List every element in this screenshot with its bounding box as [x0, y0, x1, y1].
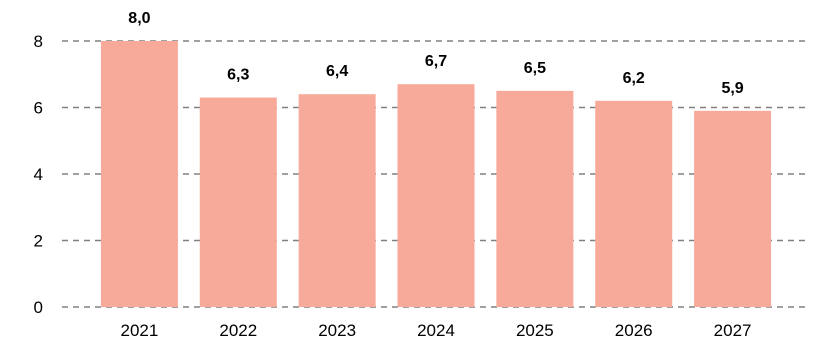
- data-label-2027: 5,9: [721, 80, 743, 97]
- data-label-2021: 8,0: [128, 10, 150, 27]
- x-tick-label-2022: 2022: [219, 321, 257, 340]
- y-tick-label-4: 4: [34, 165, 43, 184]
- bar-2027: [694, 110, 772, 307]
- data-labels: 8,0 6,3 6,4 6,7 6,5 6,2 5,9: [128, 10, 743, 97]
- x-tick-label-2025: 2025: [516, 321, 554, 340]
- y-tick-label-0: 0: [34, 298, 43, 317]
- x-axis-tick-labels: 2021 2022 2023 2024 2025 2026 2027: [121, 321, 752, 340]
- bars: [100, 41, 772, 308]
- bar-2021: [100, 41, 178, 307]
- data-label-2025: 6,5: [524, 60, 546, 77]
- data-label-2024: 6,7: [425, 53, 447, 70]
- bar-2025: [496, 90, 574, 307]
- data-label-2022: 6,3: [227, 67, 249, 84]
- data-label-2026: 6,2: [623, 70, 645, 87]
- y-tick-label-6: 6: [34, 99, 43, 118]
- bar-2024: [397, 84, 475, 307]
- y-tick-label-2: 2: [34, 232, 43, 251]
- x-tick-label-2024: 2024: [417, 321, 455, 340]
- x-tick-label-2026: 2026: [615, 321, 653, 340]
- y-tick-label-8: 8: [34, 32, 43, 51]
- y-axis-tick-labels: 0 2 4 6 8: [34, 32, 43, 317]
- bar-2026: [595, 100, 673, 307]
- x-tick-label-2027: 2027: [714, 321, 752, 340]
- x-tick-label-2023: 2023: [318, 321, 356, 340]
- data-label-2023: 6,4: [326, 63, 348, 80]
- x-tick-label-2021: 2021: [121, 321, 159, 340]
- bar-2022: [199, 97, 277, 308]
- bar-2023: [298, 94, 376, 307]
